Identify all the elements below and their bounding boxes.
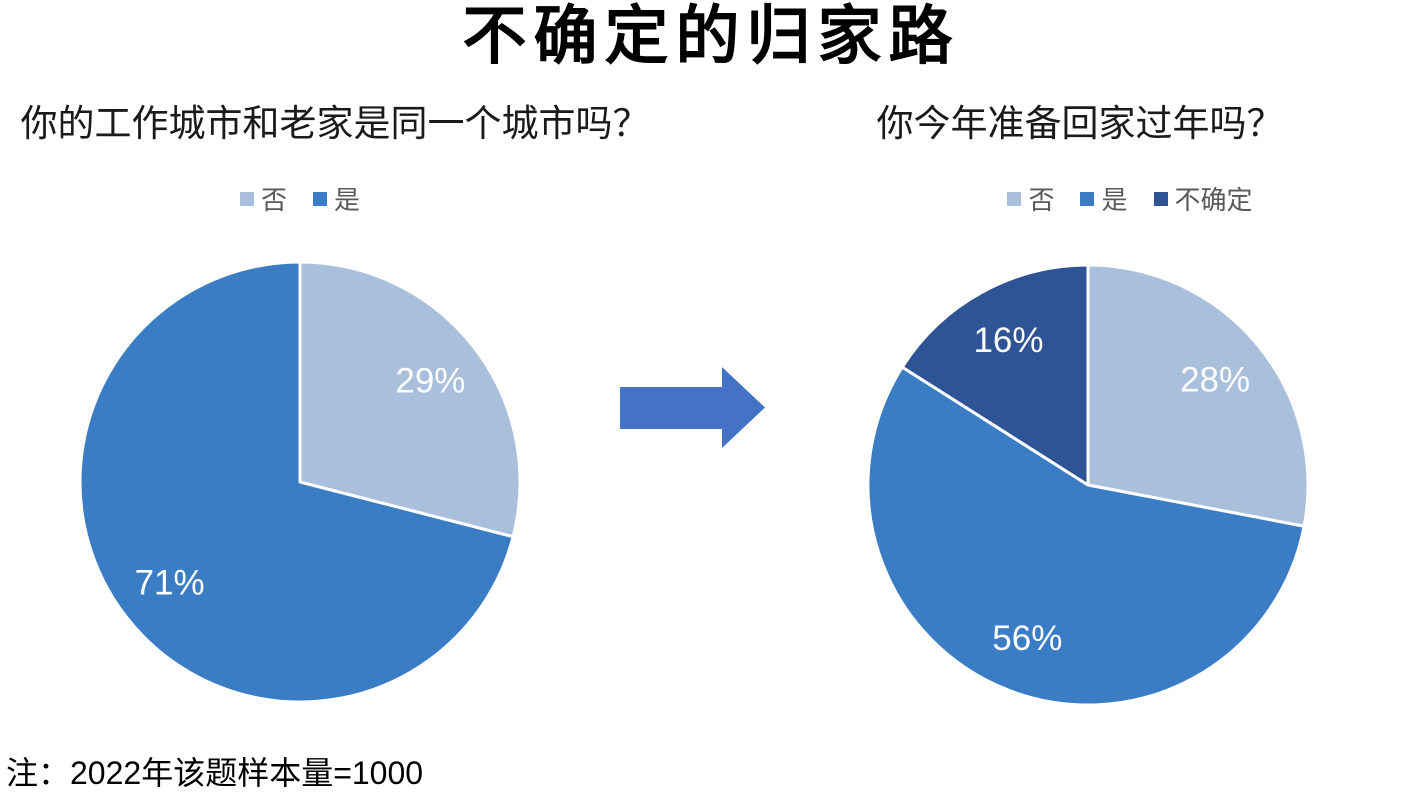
left-chart-title: 你的工作城市和老家是同一个城市吗？ [20,103,650,144]
left-chart-legend: 否是 [0,180,600,217]
legend-item-是: 是 [313,180,360,217]
right-arrow-svg [620,367,765,448]
pie-data-label: 71% [135,564,205,603]
legend-label: 是 [1101,185,1128,215]
pie-data-label: 56% [992,619,1062,658]
pie-slice-否 [298,260,522,539]
pie-slice-是 [78,260,515,704]
legend-swatch-icon [1007,191,1022,206]
pie-slice-是 [866,365,1306,707]
legend-swatch-icon [239,191,254,206]
right-chart-legend: 否 是 不确定 [845,180,1415,217]
legend-label: 否 [260,185,287,215]
legend-item-否: 否 [1007,180,1054,217]
right-arrow-polygon [620,367,765,448]
legend-label: 不确定 [1174,185,1253,215]
pie-svg: 29% 71% [78,260,522,704]
pie-data-label: 28% [1180,360,1250,399]
right-chart-title: 你今年准备回家过年吗？ [876,103,1284,144]
right-arrow-icon [618,362,768,457]
footnote: 注：2022年该题样本量=1000 [6,755,424,791]
pie-svg: 28% 56% 16% [866,263,1310,707]
left-pie-chart: 29% 71% [78,260,522,709]
legend-item-是: 是 [1080,180,1128,217]
legend-item-否: 否 [239,180,287,217]
pie-data-label: 29% [395,361,465,400]
legend-swatch-icon [313,191,327,206]
pie-data-label: 16% [973,321,1043,360]
pie-slice-否 [1086,263,1310,528]
pie-slice-不确定 [900,263,1090,487]
legend-item-不确定: 不确定 [1153,180,1253,217]
page-title: 不确定的归家路 [462,0,960,72]
legend-label: 否 [1028,185,1055,215]
legend-swatch-icon [1153,191,1168,206]
legend-label: 是 [334,185,361,215]
legend-swatch-icon [1080,191,1095,206]
right-pie-chart: 28% 56% 16% [866,263,1310,712]
